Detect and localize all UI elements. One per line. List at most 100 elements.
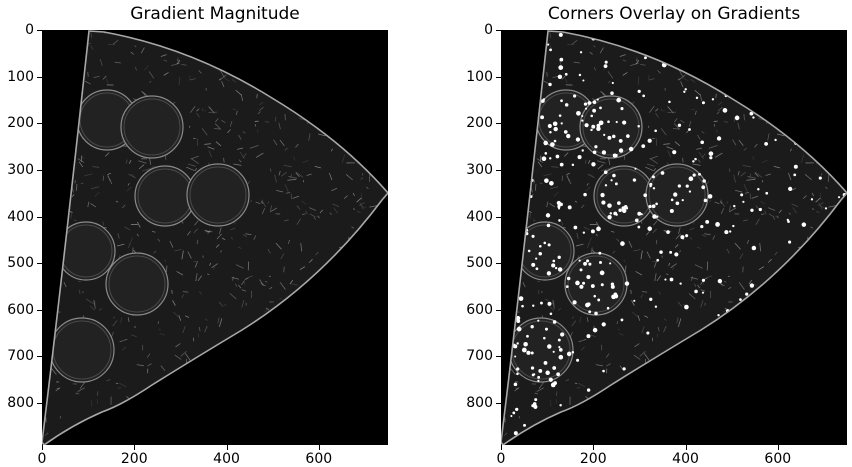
- corner-marker: [547, 243, 551, 247]
- corner-marker: [557, 74, 563, 80]
- corner-marker: [549, 48, 552, 52]
- corner-marker: [679, 282, 682, 285]
- corner-marker: [620, 318, 624, 322]
- y-tick-label: 100: [466, 68, 493, 85]
- corner-marker: [592, 327, 598, 333]
- corner-marker: [610, 179, 613, 182]
- corner-marker: [557, 255, 561, 259]
- y-tick-label: 500: [7, 255, 34, 272]
- corner-marker: [688, 190, 692, 193]
- corner-marker: [609, 262, 612, 265]
- corner-marker: [513, 431, 518, 436]
- pepperoni-ring: [186, 163, 250, 227]
- corner-marker: [649, 297, 653, 301]
- panel-title: Gradient Magnitude: [130, 4, 300, 24]
- corner-marker: [575, 280, 580, 286]
- corner-marker: [837, 196, 841, 199]
- corner-marker: [593, 294, 597, 298]
- y-tick-label: 600: [7, 301, 34, 318]
- corner-marker: [788, 240, 792, 244]
- corner-marker: [818, 176, 822, 180]
- corner-marker: [513, 344, 518, 349]
- corner-marker: [555, 154, 560, 159]
- corner-marker: [683, 90, 686, 93]
- y-tick-label: 100: [7, 68, 34, 85]
- corner-marker: [698, 172, 701, 176]
- corner-marker: [583, 102, 588, 106]
- corner-marker: [656, 215, 659, 218]
- corner-marker: [724, 230, 729, 235]
- corner-marker: [586, 388, 591, 392]
- corner-marker: [549, 312, 553, 316]
- corner-marker: [563, 130, 568, 134]
- corner-marker: [534, 398, 538, 402]
- corner-marker: [598, 251, 602, 255]
- corner-marker: [582, 281, 586, 285]
- corner-marker: [774, 138, 777, 142]
- corner-marker: [544, 152, 548, 155]
- corner-marker: [544, 178, 549, 183]
- corner-marker: [552, 320, 557, 324]
- corner-marker: [596, 123, 601, 128]
- corner-marker: [535, 257, 538, 260]
- corner-marker: [581, 149, 584, 152]
- x-tick-mark: [318, 445, 320, 450]
- corner-marker: [598, 120, 604, 126]
- corner-marker: [596, 98, 599, 101]
- corner-marker: [672, 150, 677, 155]
- y-tick-mark: [496, 76, 501, 78]
- corner-marker: [599, 270, 605, 276]
- y-tick-label: 0: [484, 22, 493, 38]
- corner-marker: [602, 369, 605, 373]
- corner-marker: [575, 137, 581, 142]
- corner-marker: [749, 111, 754, 116]
- x-tick-label: 600: [305, 451, 333, 467]
- corner-marker: [733, 204, 736, 208]
- corner-marker: [530, 366, 535, 370]
- corner-marker: [535, 267, 539, 271]
- corner-marker: [579, 51, 583, 54]
- y-tick-mark: [496, 309, 501, 311]
- corner-marker: [558, 219, 561, 222]
- corner-marker: [647, 138, 652, 143]
- corner-marker: [604, 184, 608, 187]
- corner-marker: [564, 103, 569, 107]
- corner-marker: [642, 94, 645, 98]
- x-tick-mark: [226, 445, 228, 450]
- corner-marker: [660, 171, 665, 175]
- y-tick-label: 800: [466, 395, 493, 412]
- corner-marker: [634, 167, 637, 170]
- corner-marker: [566, 276, 571, 281]
- corners-image-svg: [501, 30, 847, 445]
- corner-marker: [705, 220, 710, 224]
- corner-marker: [651, 204, 656, 209]
- corner-marker: [649, 182, 653, 187]
- corner-marker: [596, 126, 601, 131]
- corner-marker: [513, 382, 518, 387]
- corner-marker: [558, 114, 562, 117]
- x-tick-mark: [501, 445, 502, 450]
- corner-marker: [648, 204, 652, 209]
- corner-marker: [634, 218, 639, 223]
- corner-marker: [533, 404, 538, 409]
- corner-marker: [601, 200, 606, 205]
- corner-marker: [708, 151, 714, 156]
- corner-marker: [566, 351, 572, 357]
- corner-marker: [594, 311, 598, 316]
- corner-marker: [591, 162, 596, 167]
- panel-title: Corners Overlay on Gradients: [547, 4, 801, 24]
- corner-marker: [607, 215, 612, 220]
- pepperoni-ring: [564, 252, 628, 316]
- y-tick-label: 500: [466, 255, 493, 272]
- corner-marker: [684, 88, 687, 91]
- corner-marker: [559, 403, 562, 407]
- corner-marker: [547, 344, 552, 349]
- y-tick-mark: [496, 403, 501, 405]
- corner-marker: [525, 342, 528, 345]
- corner-marker: [628, 146, 634, 152]
- corner-marker: [632, 178, 637, 182]
- y-tick-mark: [37, 216, 42, 218]
- corner-marker: [637, 89, 641, 93]
- corner-marker: [512, 411, 516, 415]
- corner-marker: [566, 133, 571, 139]
